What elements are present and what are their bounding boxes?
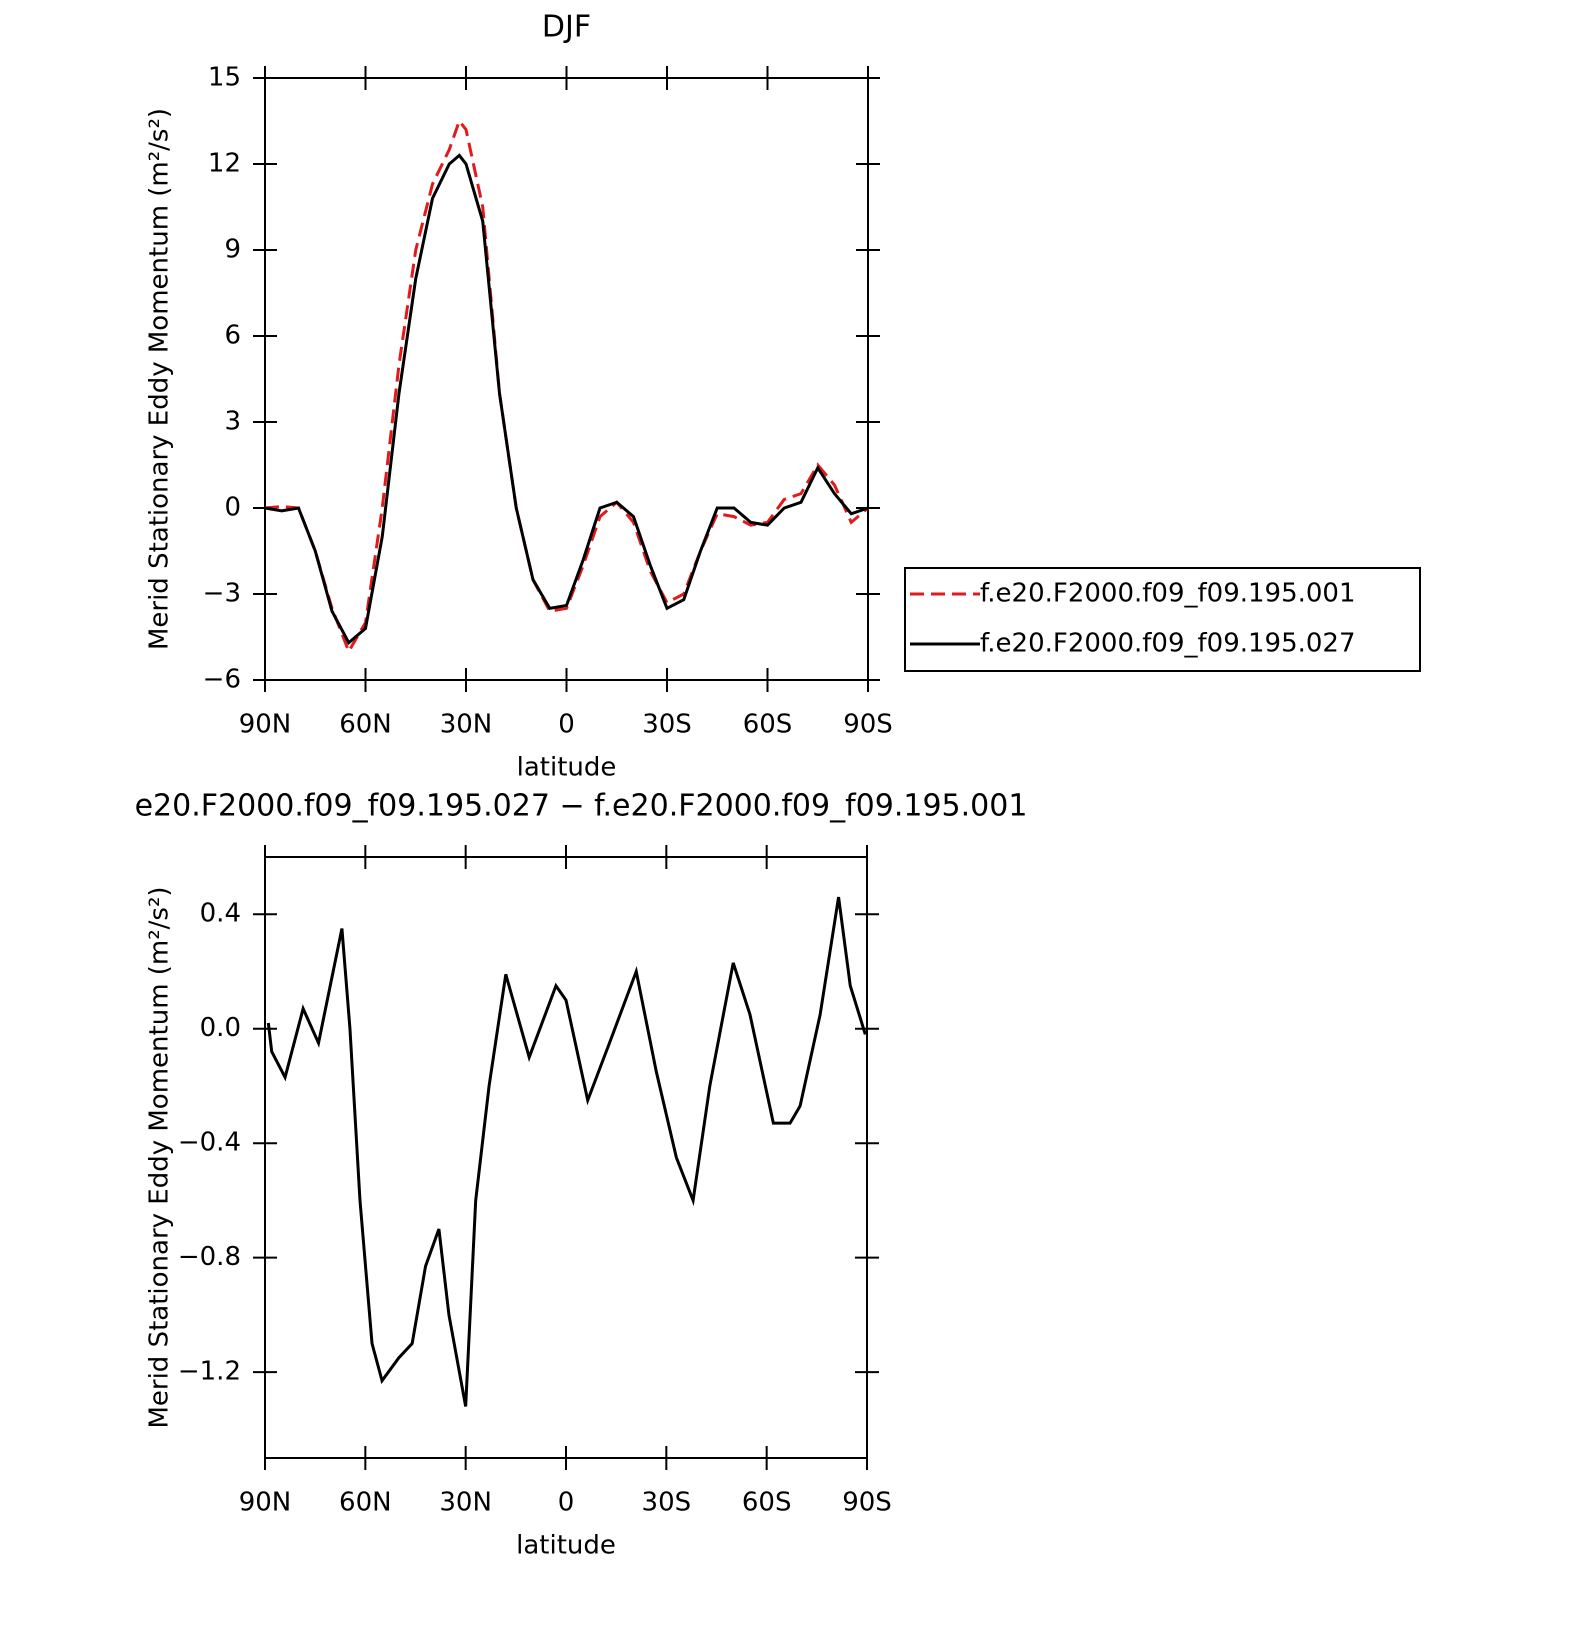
legend-label: f.e20.F2000.f09_f09.195.027: [980, 629, 1356, 659]
y-tick-label: 0: [224, 493, 241, 523]
y-axis-label: Merid Stationary Eddy Momentum (m²/s²): [145, 108, 175, 650]
chart-title: e20.F2000.f09_f09.195.027 − f.e20.F2000.…: [135, 789, 1028, 824]
y-tick-label: 9: [224, 235, 241, 265]
x-tick-label: 0: [558, 1488, 575, 1518]
plot-frame: [264, 856, 868, 1459]
y-tick-label: −0.8: [178, 1242, 241, 1272]
data-line: [266, 896, 867, 1407]
x-tick-label: 90S: [842, 1488, 892, 1518]
y-tick-label: 3: [224, 407, 241, 437]
x-tick-label: 90S: [843, 710, 893, 740]
y-tick-label: −3: [203, 579, 241, 609]
x-tick-label: 30S: [642, 1488, 692, 1518]
data-line: [264, 153, 869, 646]
x-tick-label: 30N: [439, 1488, 492, 1518]
plot-frame: [264, 77, 869, 681]
x-tick-label: 90N: [239, 1488, 292, 1518]
chart-title: DJF: [542, 10, 591, 45]
legend-label: f.e20.F2000.f09_f09.195.001: [980, 579, 1356, 609]
x-tick-label: 60N: [339, 1488, 392, 1518]
x-axis-label: latitude: [516, 1531, 616, 1561]
x-tick-label: 0: [558, 710, 575, 740]
x-tick-label: 60S: [742, 1488, 792, 1518]
y-tick-label: 12: [208, 149, 241, 179]
y-tick-label: −0.4: [178, 1128, 241, 1158]
y-tick-label: 6: [224, 321, 241, 351]
x-tick-label: 60S: [743, 710, 793, 740]
x-tick-label: 90N: [239, 710, 292, 740]
x-tick-label: 30S: [642, 710, 692, 740]
y-tick-label: 0.4: [200, 899, 241, 929]
x-axis-label: latitude: [517, 753, 617, 783]
legend-box: [904, 567, 1421, 672]
y-tick-label: −1.2: [178, 1357, 241, 1387]
y-tick-label: 15: [208, 63, 241, 93]
y-tick-label: 0.0: [200, 1013, 241, 1043]
y-tick-label: −6: [203, 665, 241, 695]
y-axis-label: Merid Stationary Eddy Momentum (m²/s²): [145, 886, 175, 1428]
x-tick-label: 60N: [339, 710, 392, 740]
data-line: [264, 117, 869, 655]
x-tick-label: 30N: [440, 710, 493, 740]
